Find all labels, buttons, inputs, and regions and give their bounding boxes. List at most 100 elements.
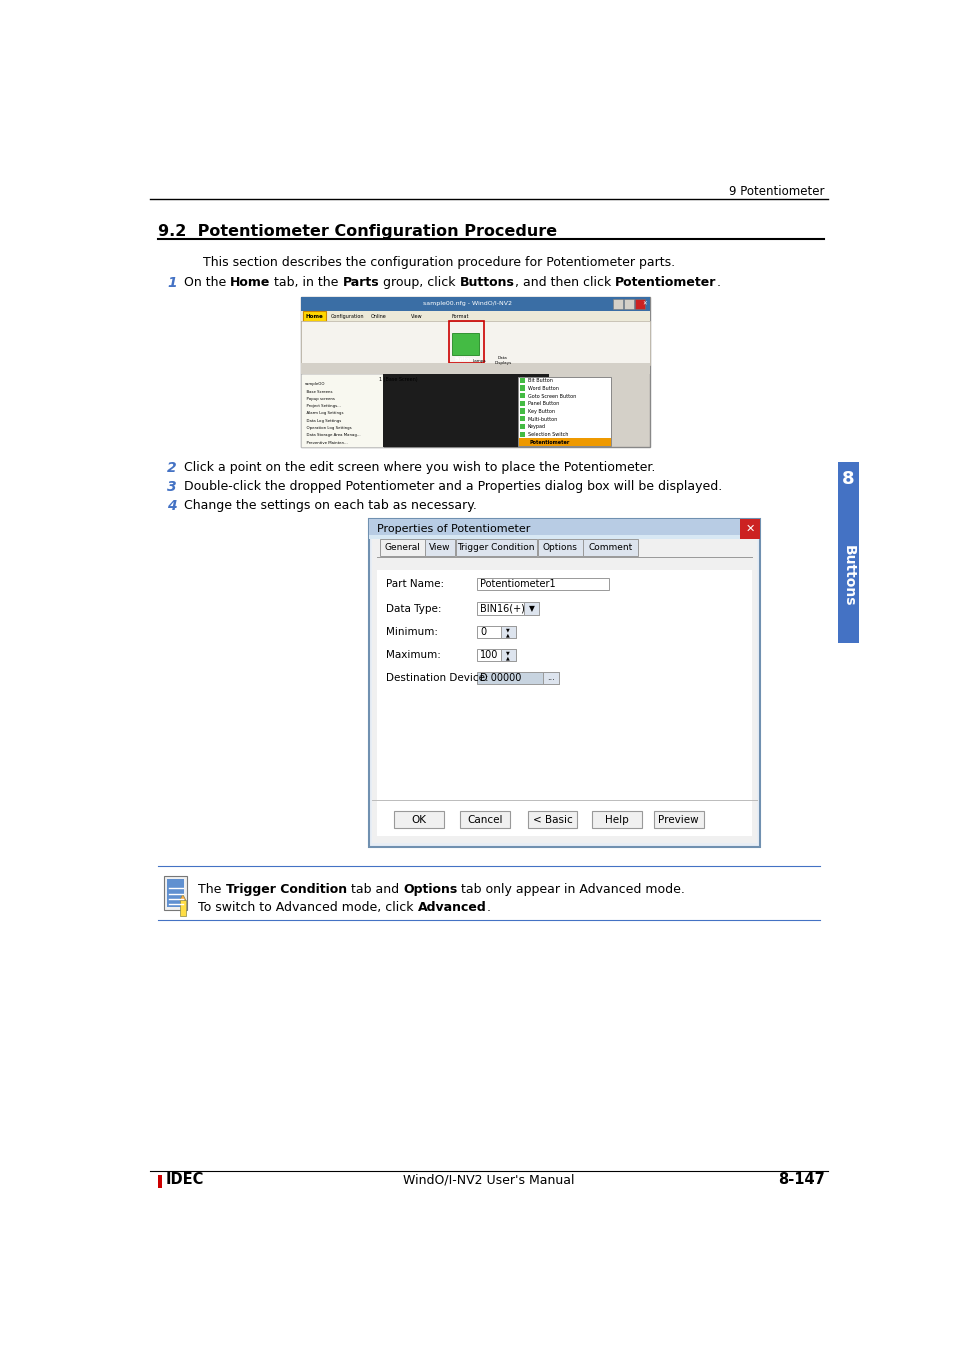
- Bar: [523, 602, 538, 614]
- Text: Buttons: Buttons: [455, 358, 476, 362]
- Bar: [369, 520, 760, 846]
- Text: tab only appear in Advanced mode.: tab only appear in Advanced mode.: [456, 883, 684, 895]
- Bar: [425, 539, 455, 556]
- Text: Home: Home: [230, 275, 270, 289]
- Bar: [519, 416, 525, 421]
- Bar: [476, 602, 538, 614]
- Text: Multi-button: Multi-button: [527, 417, 558, 421]
- Bar: [459, 811, 509, 828]
- Text: Word Button: Word Button: [527, 386, 558, 391]
- Text: Project Settings...: Project Settings...: [304, 404, 341, 408]
- Text: ▼: ▼: [506, 628, 510, 633]
- Text: The: The: [198, 883, 226, 895]
- Text: This section describes the configuration procedure for Potentiometer parts.: This section describes the configuration…: [203, 256, 675, 269]
- Text: 2: 2: [167, 460, 176, 475]
- Text: 1: 1: [167, 275, 176, 290]
- Bar: [369, 520, 760, 539]
- Text: Buttons: Buttons: [841, 545, 855, 606]
- Text: Operation Log Settings: Operation Log Settings: [304, 427, 352, 431]
- Text: ✕: ✕: [744, 524, 754, 535]
- Text: D 00000: D 00000: [480, 672, 521, 683]
- Text: 100: 100: [480, 649, 498, 660]
- Text: Potentiometer: Potentiometer: [614, 275, 716, 289]
- Text: Online: Online: [371, 313, 387, 319]
- Text: Part Name:: Part Name:: [385, 579, 443, 589]
- Text: 4: 4: [167, 500, 176, 513]
- Text: Panel Button: Panel Button: [527, 401, 558, 406]
- Text: 9.2  Potentiometer Configuration Procedure: 9.2 Potentiometer Configuration Procedur…: [158, 224, 557, 239]
- Text: 0: 0: [480, 626, 486, 637]
- Text: Home: Home: [305, 313, 323, 319]
- Text: Properties of Potentiometer: Properties of Potentiometer: [376, 524, 529, 535]
- Text: Trigger Condition: Trigger Condition: [226, 883, 347, 895]
- Text: Lamps: Lamps: [473, 359, 486, 363]
- Text: To switch to Advanced mode, click: To switch to Advanced mode, click: [198, 902, 417, 914]
- Bar: [740, 520, 760, 539]
- Text: IDEC: IDEC: [166, 1172, 204, 1188]
- Bar: [382, 374, 549, 447]
- Text: OK: OK: [412, 814, 426, 825]
- Text: Selection Switch: Selection Switch: [527, 432, 567, 437]
- Text: Data
Displays: Data Displays: [494, 356, 511, 365]
- Text: Base Screens: Base Screens: [304, 390, 333, 394]
- Text: Help: Help: [604, 814, 628, 825]
- Bar: [537, 539, 582, 556]
- Bar: [612, 300, 622, 309]
- Text: < Basic: < Basic: [532, 814, 572, 825]
- Bar: [476, 672, 558, 684]
- Bar: [542, 672, 558, 684]
- Text: Key Button: Key Button: [527, 409, 554, 414]
- Text: ▲: ▲: [506, 655, 510, 660]
- Bar: [518, 439, 610, 446]
- Text: Maximum:: Maximum:: [385, 649, 440, 660]
- Bar: [519, 424, 525, 429]
- Text: Cancel: Cancel: [467, 814, 502, 825]
- Text: Trigger Condition: Trigger Condition: [457, 543, 535, 552]
- Bar: [301, 297, 649, 310]
- Text: 8-147: 8-147: [777, 1172, 823, 1188]
- Bar: [519, 401, 525, 406]
- Text: Bit Button: Bit Button: [527, 378, 552, 383]
- Bar: [448, 321, 484, 363]
- Bar: [623, 300, 633, 309]
- Text: Advanced: Advanced: [417, 902, 486, 914]
- Text: General: General: [384, 543, 419, 552]
- Bar: [519, 378, 525, 383]
- Text: sample00.nfg - WindO/I-NV2: sample00.nfg - WindO/I-NV2: [423, 301, 512, 306]
- Bar: [301, 374, 382, 447]
- Text: Double-click the dropped Potentiometer and a Properties dialog box will be displ: Double-click the dropped Potentiometer a…: [183, 481, 721, 493]
- Bar: [476, 625, 516, 637]
- Text: 9 Potentiometer: 9 Potentiometer: [728, 185, 823, 198]
- Bar: [519, 393, 525, 398]
- Text: On the: On the: [183, 275, 230, 289]
- Text: Parts: Parts: [342, 275, 378, 289]
- Bar: [379, 539, 424, 556]
- Text: Options: Options: [402, 883, 456, 895]
- Bar: [583, 539, 637, 556]
- Bar: [519, 432, 525, 437]
- Bar: [158, 1174, 162, 1188]
- Text: sampleOO: sampleOO: [304, 382, 325, 386]
- Text: .: .: [486, 902, 490, 914]
- Text: Preview: Preview: [658, 814, 699, 825]
- Text: Data Type:: Data Type:: [385, 603, 441, 614]
- Bar: [179, 900, 186, 915]
- Bar: [167, 879, 184, 907]
- Bar: [301, 363, 649, 374]
- Text: ▲: ▲: [506, 632, 510, 637]
- Bar: [517, 377, 611, 446]
- Text: .: .: [716, 275, 720, 289]
- Text: tab, in the: tab, in the: [270, 275, 342, 289]
- Text: View: View: [411, 313, 422, 319]
- Text: Options: Options: [542, 543, 578, 552]
- Bar: [452, 333, 478, 355]
- Bar: [527, 811, 577, 828]
- Text: Alarm Log Settings: Alarm Log Settings: [304, 412, 344, 416]
- Bar: [592, 811, 641, 828]
- Bar: [301, 310, 649, 321]
- Text: ✕: ✕: [641, 301, 646, 306]
- Text: ...: ...: [546, 674, 555, 682]
- Text: Change the settings on each tab as necessary.: Change the settings on each tab as neces…: [183, 500, 476, 512]
- Text: Destination Device:: Destination Device:: [385, 672, 488, 683]
- Bar: [634, 300, 644, 309]
